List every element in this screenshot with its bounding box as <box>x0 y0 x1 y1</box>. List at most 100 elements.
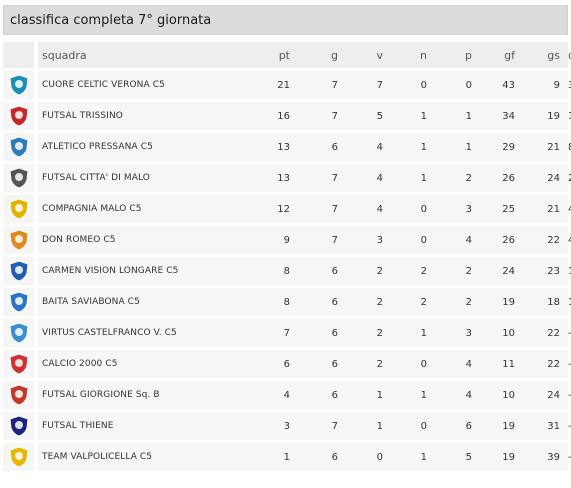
stat-gf: 43 <box>480 71 523 99</box>
stat-gf: 24 <box>480 257 523 285</box>
stat-v: 2 <box>346 257 391 285</box>
team-name[interactable]: DON ROMEO C5 <box>38 226 238 254</box>
header-pt[interactable]: pt <box>238 42 298 68</box>
stat-g: 6 <box>298 319 346 347</box>
stat-v: 4 <box>346 164 391 192</box>
team-name[interactable]: FUTSAL THIENE <box>38 412 238 440</box>
stat-v: 4 <box>346 133 391 161</box>
stat-v: 5 <box>346 102 391 130</box>
stat-pt: 8 <box>238 288 298 316</box>
header-g[interactable]: g <box>298 42 346 68</box>
header-gs[interactable]: gs <box>523 42 568 68</box>
crest-shield-icon <box>3 443 34 471</box>
stat-g: 6 <box>298 443 346 471</box>
stat-v: 2 <box>346 288 391 316</box>
crest-ball-icon <box>3 133 34 161</box>
table-row[interactable]: FUTSAL CITTA' DI MALO13741226242 <box>3 164 571 192</box>
header-logo-cell <box>3 42 34 68</box>
stat-gs: 21 <box>523 195 568 223</box>
table-row[interactable]: CARMEN VISION LONGARE C58622224231 <box>3 257 571 285</box>
stat-v: 1 <box>346 381 391 409</box>
team-crest-icon <box>8 167 29 189</box>
team-crest-icon <box>8 198 29 220</box>
stat-gs: 22 <box>523 350 568 378</box>
crest-shield-icon <box>3 288 34 316</box>
team-name[interactable]: CUORE CELTIC VERONA C5 <box>38 71 238 99</box>
stat-n: 0 <box>391 412 435 440</box>
team-name[interactable]: FUTSAL GIORGIONE Sq. B <box>38 381 238 409</box>
stat-pt: 13 <box>238 164 298 192</box>
team-crest-icon <box>8 229 29 251</box>
team-name[interactable]: BAITA SAVIABONA C5 <box>38 288 238 316</box>
stat-pt: 8 <box>238 257 298 285</box>
stat-gf: 25 <box>480 195 523 223</box>
stat-v: 3 <box>346 226 391 254</box>
team-name[interactable]: CALCIO 2000 C5 <box>38 350 238 378</box>
standings-table: squadra pt g v n p gf gs dr CUORE CELTIC… <box>3 39 571 474</box>
table-row[interactable]: COMPAGNIA MALO C512740325214 <box>3 195 571 223</box>
stat-gs: 24 <box>523 164 568 192</box>
stat-n: 1 <box>391 164 435 192</box>
team-crest-icon <box>8 446 29 468</box>
stat-p: 1 <box>435 102 480 130</box>
team-name[interactable]: VIRTUS CASTELFRANCO V. C5 <box>38 319 238 347</box>
crest-stripes-icon <box>3 412 34 440</box>
stat-gs: 9 <box>523 71 568 99</box>
stat-g: 6 <box>298 350 346 378</box>
team-name[interactable]: COMPAGNIA MALO C5 <box>38 195 238 223</box>
table-row[interactable]: CUORE CELTIC VERONA C521770043934 <box>3 71 571 99</box>
header-gf[interactable]: gf <box>480 42 523 68</box>
stat-gf: 10 <box>480 381 523 409</box>
team-name[interactable]: FUTSAL TRISSINO <box>38 102 238 130</box>
team-name[interactable]: CARMEN VISION LONGARE C5 <box>38 257 238 285</box>
standings-title-text: classifica completa 7° giornata <box>10 12 212 28</box>
team-name[interactable]: ATLETICO PRESSANA C5 <box>38 133 238 161</box>
team-crest-icon <box>8 415 29 437</box>
stat-p: 3 <box>435 319 480 347</box>
team-name[interactable]: FUTSAL CITTA' DI MALO <box>38 164 238 192</box>
standings-widget: classifica completa 7° giornata squadra … <box>3 5 571 474</box>
stat-gf: 19 <box>480 412 523 440</box>
stat-gs: 24 <box>523 381 568 409</box>
table-row[interactable]: BAITA SAVIABONA C58622219181 <box>3 288 571 316</box>
stat-n: 0 <box>391 195 435 223</box>
stat-g: 7 <box>298 412 346 440</box>
stat-pt: 7 <box>238 319 298 347</box>
crest-shield-icon <box>3 102 34 130</box>
stat-gs: 21 <box>523 133 568 161</box>
header-squadra[interactable]: squadra <box>38 42 238 68</box>
table-row[interactable]: FUTSAL TRISSINO167511341915 <box>3 102 571 130</box>
header-p[interactable]: p <box>435 42 480 68</box>
stat-p: 2 <box>435 257 480 285</box>
stat-gs: 23 <box>523 257 568 285</box>
stat-p: 2 <box>435 164 480 192</box>
stat-v: 2 <box>346 319 391 347</box>
stat-n: 1 <box>391 443 435 471</box>
header-n[interactable]: n <box>391 42 435 68</box>
stat-g: 7 <box>298 102 346 130</box>
team-name[interactable]: TEAM VALPOLICELLA C5 <box>38 443 238 471</box>
crest-heart-icon <box>3 71 34 99</box>
header-v[interactable]: v <box>346 42 391 68</box>
crest-star-icon <box>3 195 34 223</box>
stat-p: 4 <box>435 381 480 409</box>
stat-gf: 26 <box>480 226 523 254</box>
stat-p: 5 <box>435 443 480 471</box>
table-row[interactable]: ATLETICO PRESSANA C513641129218 <box>3 133 571 161</box>
stat-g: 7 <box>298 71 346 99</box>
stat-n: 1 <box>391 381 435 409</box>
stat-gf: 29 <box>480 133 523 161</box>
stat-pt: 13 <box>238 133 298 161</box>
stat-pt: 12 <box>238 195 298 223</box>
crest-shield-icon <box>3 350 34 378</box>
stat-pt: 21 <box>238 71 298 99</box>
crest-v-icon <box>3 319 34 347</box>
stat-v: 1 <box>346 412 391 440</box>
stat-gs: 31 <box>523 412 568 440</box>
table-row[interactable]: DON ROMEO C59730426224 <box>3 226 571 254</box>
